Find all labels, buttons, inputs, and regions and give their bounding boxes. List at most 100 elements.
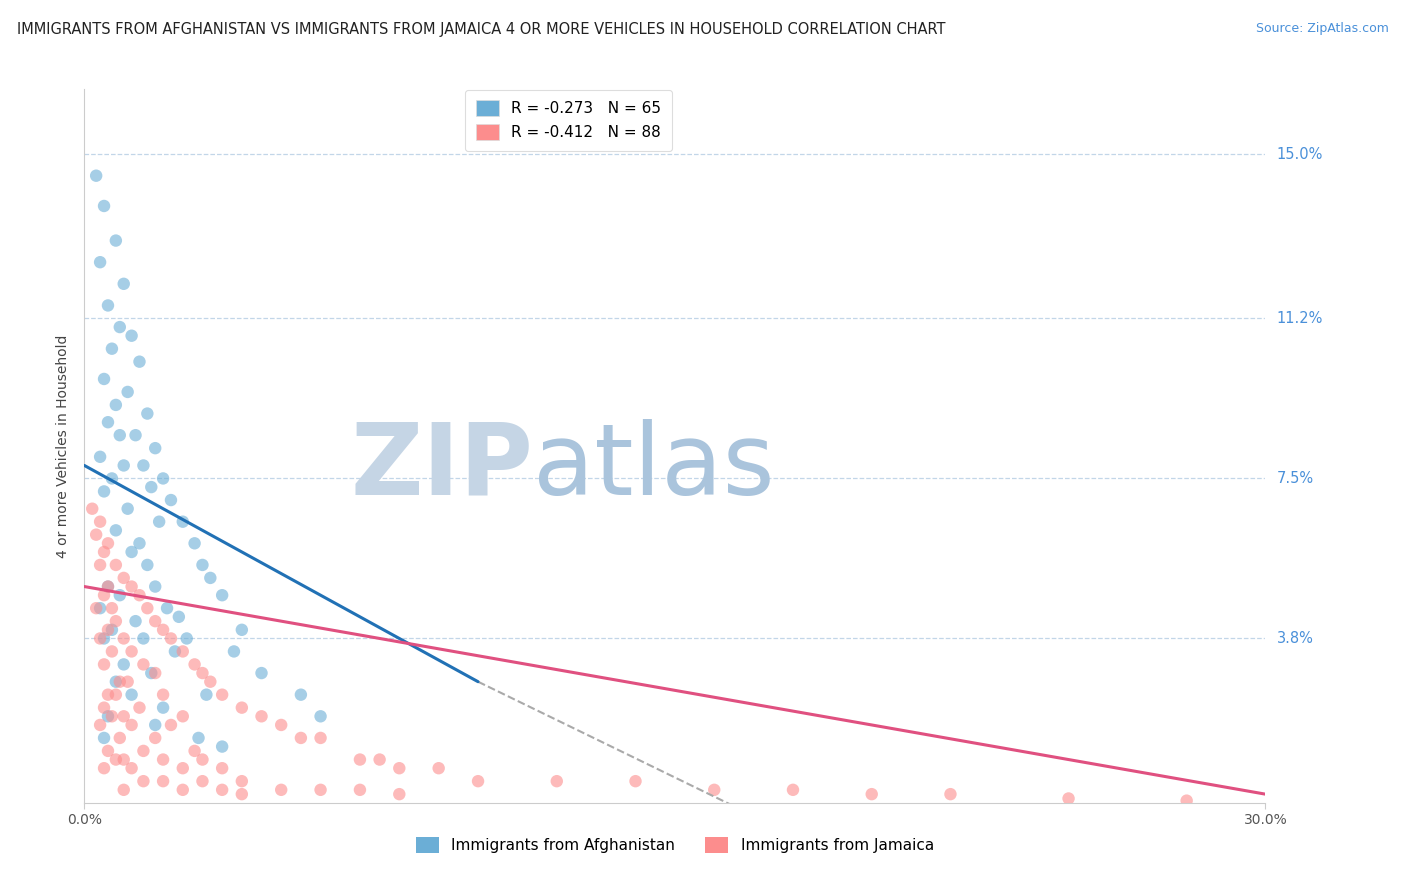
Point <box>101 709 124 723</box>
Point <box>143 666 166 681</box>
Point <box>97 623 120 637</box>
Text: 11.2%: 11.2% <box>1277 311 1323 326</box>
Point <box>782 782 804 797</box>
Point <box>104 558 127 572</box>
Point <box>132 774 155 789</box>
Point <box>89 450 111 464</box>
Point <box>112 458 135 473</box>
Point <box>104 234 127 248</box>
Point <box>467 774 489 789</box>
Point <box>93 588 115 602</box>
Point <box>211 688 233 702</box>
Point <box>309 731 332 745</box>
Point <box>124 614 146 628</box>
Point <box>132 632 155 646</box>
Point <box>349 782 371 797</box>
Point <box>309 782 332 797</box>
Point <box>93 700 115 714</box>
Point <box>939 787 962 801</box>
Point <box>163 644 186 658</box>
Point <box>84 169 107 183</box>
Point <box>160 718 183 732</box>
Point <box>368 753 391 767</box>
Point <box>121 328 143 343</box>
Text: ZIP: ZIP <box>350 419 533 516</box>
Point <box>112 753 135 767</box>
Point <box>160 632 183 646</box>
Legend: Immigrants from Afghanistan, Immigrants from Jamaica: Immigrants from Afghanistan, Immigrants … <box>409 831 941 859</box>
Point <box>200 674 222 689</box>
Point <box>388 787 411 801</box>
Point <box>89 632 111 646</box>
Point <box>104 524 127 538</box>
Point <box>112 709 135 723</box>
Point <box>121 545 143 559</box>
Point <box>172 761 194 775</box>
Point <box>132 657 155 672</box>
Point <box>89 255 111 269</box>
Point <box>112 632 135 646</box>
Point <box>624 774 647 789</box>
Point <box>211 588 233 602</box>
Point <box>427 761 450 775</box>
Point <box>121 644 143 658</box>
Point <box>101 471 124 485</box>
Point <box>112 657 135 672</box>
Point <box>128 588 150 602</box>
Point <box>309 709 332 723</box>
Point <box>93 484 115 499</box>
Point <box>89 601 111 615</box>
Point <box>250 709 273 723</box>
Point <box>250 666 273 681</box>
Point <box>290 688 312 702</box>
Point <box>104 753 127 767</box>
Point <box>388 761 411 775</box>
Point <box>152 753 174 767</box>
Point <box>211 739 233 754</box>
Point <box>97 580 120 594</box>
Point <box>143 731 166 745</box>
Point <box>349 753 371 767</box>
Point <box>167 610 190 624</box>
Point <box>121 580 143 594</box>
Point <box>860 787 883 801</box>
Point <box>117 674 139 689</box>
Point <box>143 580 166 594</box>
Point <box>89 718 111 732</box>
Point <box>101 623 124 637</box>
Point <box>222 644 245 658</box>
Point <box>108 588 131 602</box>
Point <box>112 782 135 797</box>
Y-axis label: 4 or more Vehicles in Household: 4 or more Vehicles in Household <box>56 334 70 558</box>
Point <box>132 458 155 473</box>
Point <box>128 536 150 550</box>
Point <box>97 536 120 550</box>
Point <box>211 761 233 775</box>
Point <box>89 558 111 572</box>
Point <box>97 744 120 758</box>
Point <box>104 674 127 689</box>
Point <box>84 527 107 541</box>
Point <box>152 774 174 789</box>
Point <box>546 774 568 789</box>
Point <box>231 774 253 789</box>
Point <box>143 718 166 732</box>
Point <box>152 688 174 702</box>
Point <box>97 415 120 429</box>
Point <box>108 731 131 745</box>
Point <box>121 761 143 775</box>
Point <box>93 657 115 672</box>
Point <box>108 674 131 689</box>
Point <box>93 372 115 386</box>
Point <box>121 718 143 732</box>
Point <box>108 428 131 442</box>
Point <box>290 731 312 745</box>
Point <box>183 657 205 672</box>
Point <box>101 342 124 356</box>
Point <box>84 601 107 615</box>
Point <box>231 787 253 801</box>
Point <box>183 744 205 758</box>
Point <box>172 515 194 529</box>
Point <box>141 666 163 681</box>
Point <box>195 688 218 702</box>
